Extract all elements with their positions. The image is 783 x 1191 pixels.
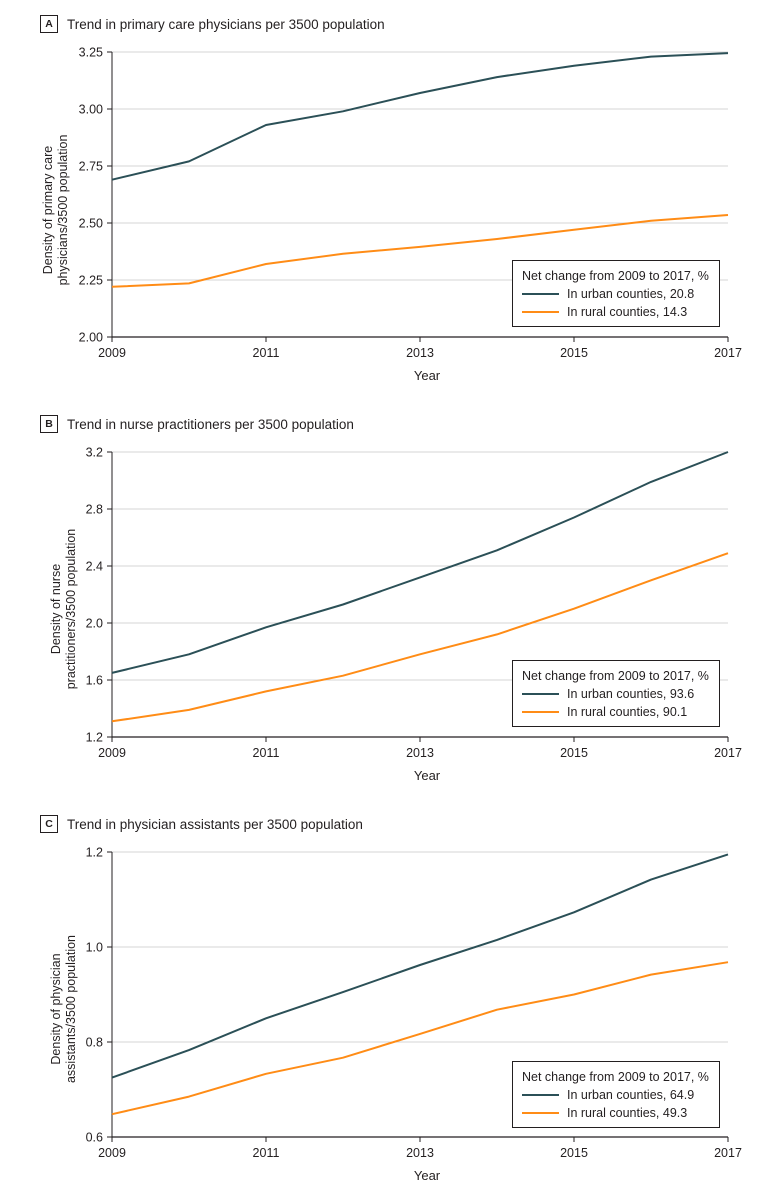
x-tick-label: 2017 bbox=[714, 346, 742, 360]
x-tick-label: 2017 bbox=[714, 1146, 742, 1160]
panel-letter-badge: B bbox=[40, 415, 58, 433]
x-tick-label: 2013 bbox=[406, 1146, 434, 1160]
legend-swatch-rural bbox=[522, 711, 559, 713]
legend-item-rural: In rural counties, 90.1 bbox=[522, 703, 710, 721]
panel-a-chart: A Trend in primary care physicians per 3… bbox=[0, 0, 783, 400]
series-line-urban bbox=[111, 52, 729, 181]
x-tick-label: 2013 bbox=[406, 746, 434, 760]
panel-b-chart: B Trend in nurse practitioners per 3500 … bbox=[0, 400, 783, 800]
plot-area: 1.2 1.6 2.0 2.4 2.8 3.2 2009 2011 2013 2015 2017 Ye… bbox=[86, 446, 742, 784]
x-tick-label: 2011 bbox=[253, 1146, 280, 1160]
x-tick-label: 2011 bbox=[253, 746, 280, 760]
chart-title: Trend in physician assistants per 3500 p… bbox=[67, 816, 363, 832]
legend-title: Net change from 2009 to 2017, % bbox=[522, 669, 709, 683]
x-tick-label: 2015 bbox=[560, 346, 588, 360]
legend-item-rural: In rural counties, 49.3 bbox=[522, 1104, 710, 1122]
legend-label-rural: In rural counties, 49.3 bbox=[567, 1106, 688, 1120]
y-tick-label: 3.25 bbox=[79, 46, 103, 60]
legend-label-urban: In urban counties, 93.6 bbox=[567, 687, 695, 701]
y-tick-label: 3.2 bbox=[86, 446, 103, 460]
x-tick-label: 2013 bbox=[406, 346, 434, 360]
x-tick-label: 2015 bbox=[560, 746, 588, 760]
y-axis-label-line: assistants/3500 population bbox=[64, 934, 78, 1084]
y-tick-label: 2.00 bbox=[79, 331, 103, 345]
legend-label-urban: In urban counties, 64.9 bbox=[567, 1088, 695, 1102]
x-tick-label: 2011 bbox=[253, 346, 280, 360]
y-tick-label: 1.6 bbox=[86, 674, 103, 688]
x-tick-label: 2017 bbox=[714, 746, 742, 760]
panel-title: B Trend in nurse practitioners per 3500 … bbox=[40, 414, 354, 434]
x-tick-label: 2009 bbox=[98, 746, 126, 760]
y-tick-label: 1.2 bbox=[86, 731, 103, 745]
x-axis-label: Year bbox=[414, 368, 441, 383]
panel-title: C Trend in physician assistants per 3500… bbox=[40, 814, 363, 834]
legend-swatch-rural bbox=[522, 1112, 559, 1114]
plot-area: 0.6 0.8 1.0 1.2 2009 2011 2013 2015 2017 Year bbox=[86, 846, 742, 1184]
legend-swatch-urban bbox=[522, 693, 559, 695]
chart-title: Trend in nurse practitioners per 3500 po… bbox=[67, 416, 354, 432]
y-tick-label: 2.50 bbox=[79, 217, 103, 231]
legend: Net change from 2009 to 2017, % In urban… bbox=[512, 1061, 720, 1128]
series-line-rural bbox=[111, 214, 729, 288]
x-axis-label: Year bbox=[414, 1168, 441, 1183]
legend-label-rural: In rural counties, 90.1 bbox=[567, 705, 688, 719]
y-tick-label: 1.0 bbox=[86, 941, 103, 955]
legend-label-rural: In rural counties, 14.3 bbox=[567, 305, 688, 319]
y-tick-label: 3.00 bbox=[79, 103, 103, 117]
legend-swatch-urban bbox=[522, 293, 559, 295]
y-tick-label: 2.25 bbox=[79, 274, 103, 288]
y-axis-label-line: Density of nurse bbox=[49, 563, 63, 655]
panel-title: A Trend in primary care physicians per 3… bbox=[40, 14, 385, 34]
y-tick-label: 0.8 bbox=[86, 1036, 103, 1050]
series-line-urban bbox=[111, 451, 729, 674]
y-axis-label-line: Density of physician bbox=[49, 953, 63, 1065]
y-tick-label: 2.8 bbox=[86, 503, 103, 517]
legend: Net change from 2009 to 2017, % In urban… bbox=[512, 660, 720, 727]
panel-letter-badge: A bbox=[40, 15, 58, 33]
y-tick-label: 2.75 bbox=[79, 160, 103, 174]
legend-swatch-urban bbox=[522, 1094, 559, 1096]
y-axis-label-line: physicians/3500 population bbox=[56, 134, 70, 286]
y-tick-label: 2.4 bbox=[86, 560, 103, 574]
y-tick-label: 1.2 bbox=[86, 846, 103, 860]
panel-letter-badge: C bbox=[40, 815, 58, 833]
legend-swatch-rural bbox=[522, 311, 559, 313]
panel-c-chart: C Trend in physician assistants per 3500… bbox=[0, 800, 783, 1191]
legend-item-urban: In urban counties, 20.8 bbox=[522, 285, 710, 303]
y-tick-label: 2.0 bbox=[86, 617, 103, 631]
legend-item-rural: In rural counties, 14.3 bbox=[522, 303, 710, 321]
legend-label-urban: In urban counties, 20.8 bbox=[567, 287, 695, 301]
legend-title: Net change from 2009 to 2017, % bbox=[522, 1070, 709, 1084]
x-tick-label: 2009 bbox=[98, 346, 126, 360]
chart-title: Trend in primary care physicians per 350… bbox=[67, 16, 385, 32]
x-axis-label: Year bbox=[414, 768, 441, 783]
legend-item-urban: In urban counties, 93.6 bbox=[522, 685, 710, 703]
series-line-urban bbox=[111, 853, 729, 1079]
y-axis-label-line: practitioners/3500 population bbox=[64, 528, 78, 690]
y-tick-label: 0.6 bbox=[86, 1131, 103, 1145]
legend-item-urban: In urban counties, 64.9 bbox=[522, 1086, 710, 1104]
y-axis-label-line: Density of primary care bbox=[41, 145, 55, 275]
legend-title: Net change from 2009 to 2017, % bbox=[522, 269, 709, 283]
plot-area: 2.00 2.25 2.50 2.75 3.00 3.25 2009 2011 2013 2015… bbox=[79, 46, 742, 384]
x-tick-label: 2015 bbox=[560, 1146, 588, 1160]
legend: Net change from 2009 to 2017, % In urban… bbox=[512, 260, 720, 327]
series-line-rural bbox=[111, 961, 729, 1116]
x-tick-label: 2009 bbox=[98, 1146, 126, 1160]
series-line-rural bbox=[111, 552, 729, 723]
